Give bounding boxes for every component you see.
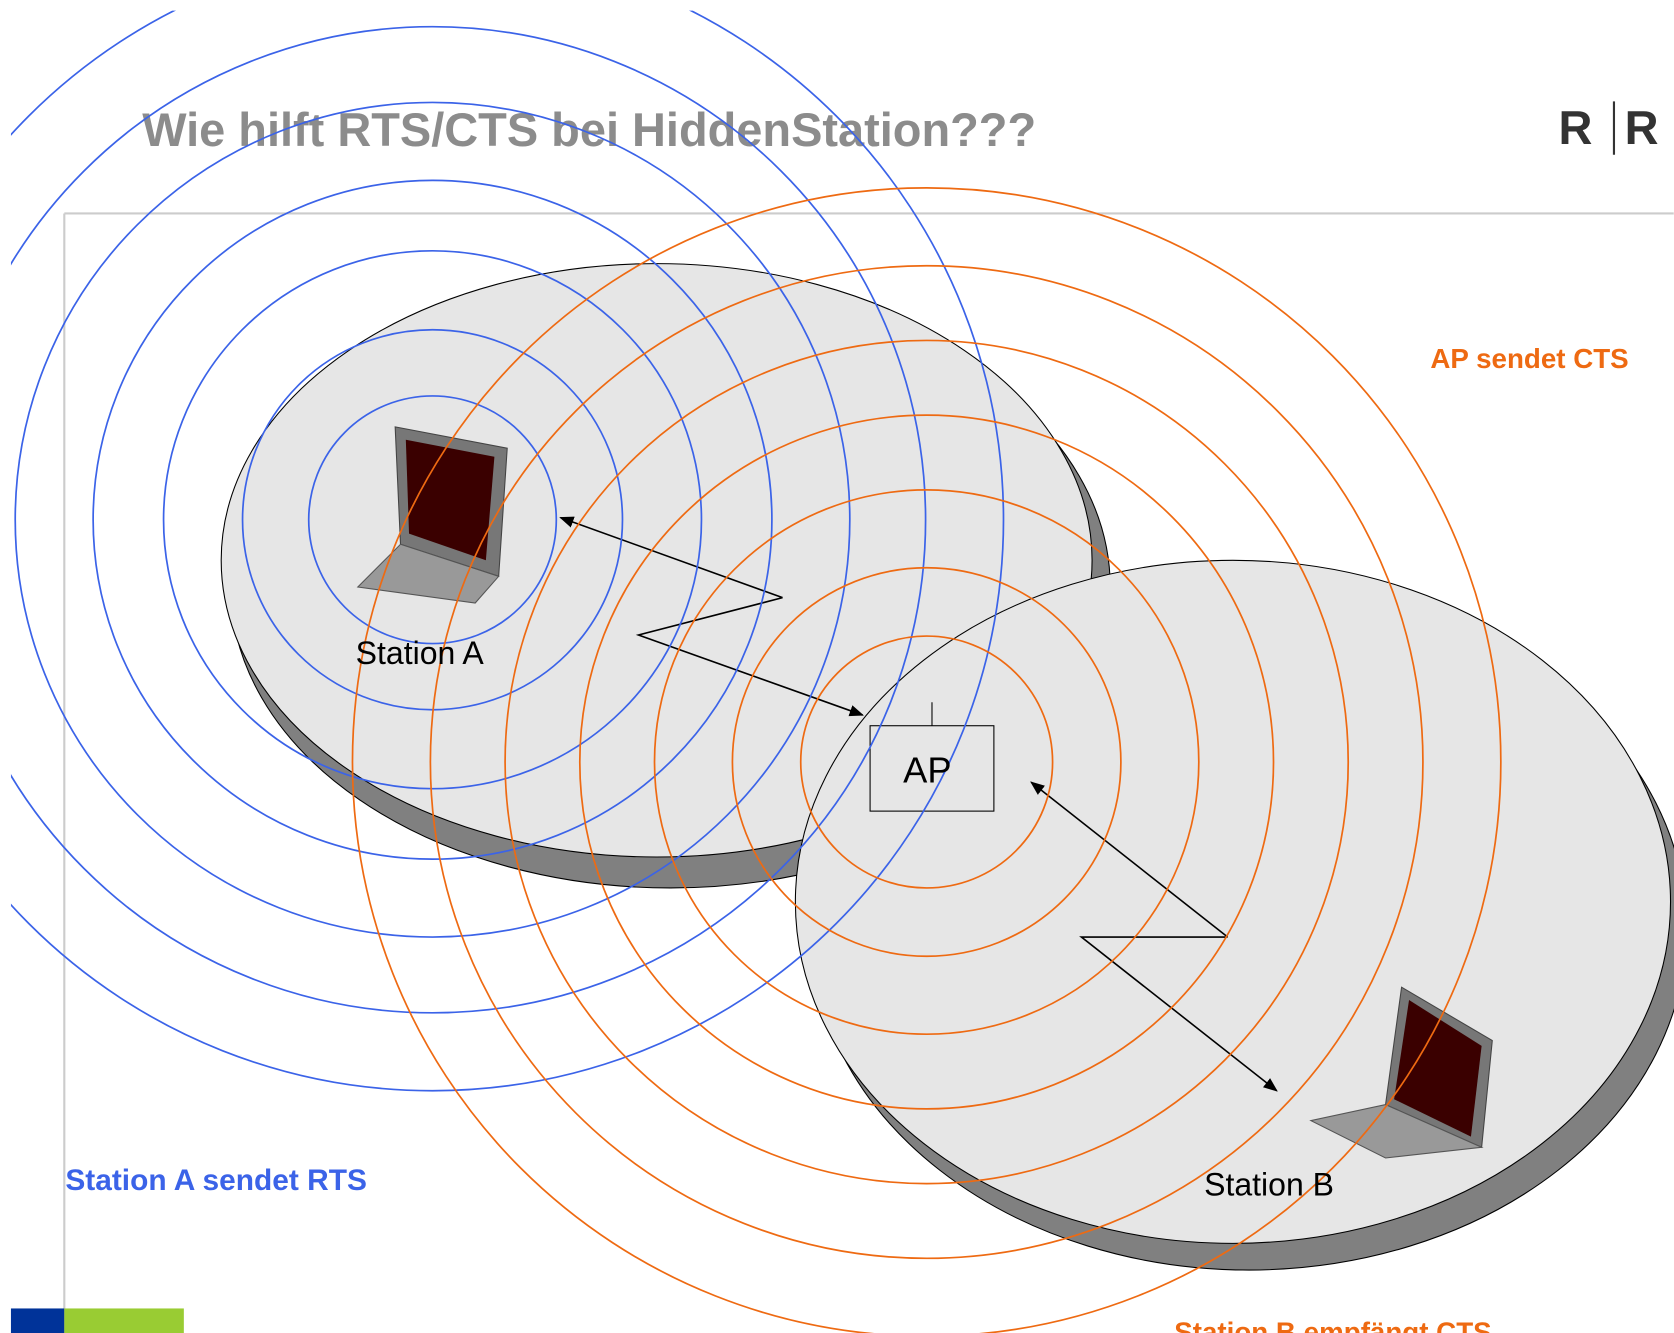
logo: R: [1558, 101, 1592, 154]
node-label: Station B: [1204, 1166, 1334, 1202]
note: Station B empfängt CTS: [1174, 1317, 1491, 1333]
node-label: AP: [903, 749, 951, 790]
disk-b: [795, 560, 1670, 1243]
note: Station A sendet RTS: [65, 1164, 367, 1197]
page: Wie hilft RTS/CTS bei HiddenStation??? R…: [0, 0, 1674, 1333]
note: AP sendet CTS: [1430, 343, 1628, 374]
slide: Wie hilft RTS/CTS bei HiddenStation??? R…: [0, 0, 1674, 1333]
footer-block: [11, 1308, 64, 1333]
node-label: Station A: [356, 635, 485, 671]
logo: R: [1625, 101, 1659, 154]
title: Wie hilft RTS/CTS bei HiddenStation???: [142, 103, 1036, 156]
footer-block: [64, 1308, 184, 1333]
